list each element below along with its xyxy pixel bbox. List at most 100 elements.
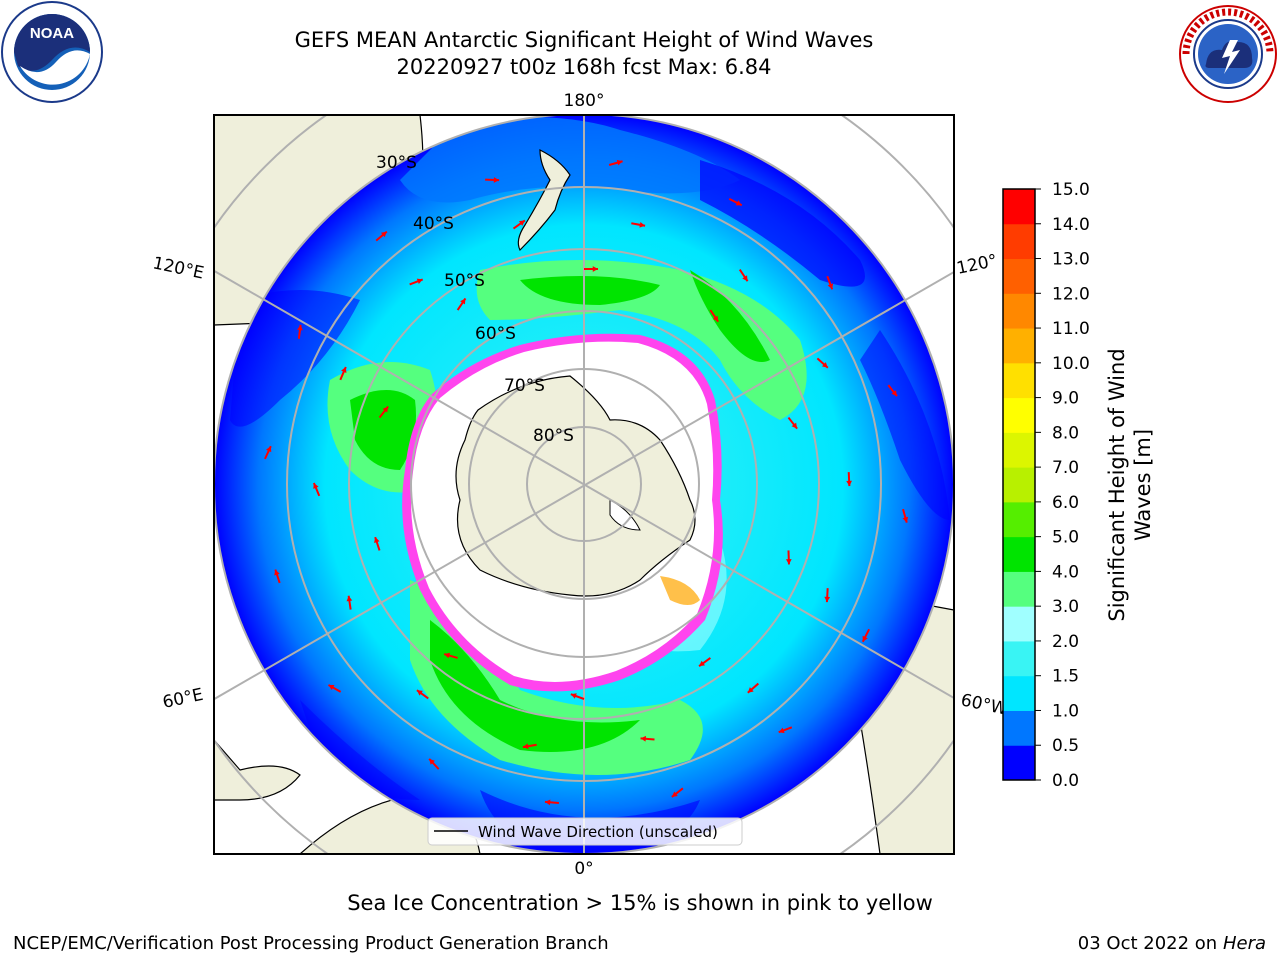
wind-arrow-head — [592, 266, 598, 272]
footer-date-text: 03 Oct 2022 on — [1077, 933, 1223, 954]
map-frame — [213, 114, 955, 855]
lon-label-60e: 60°E — [161, 685, 205, 713]
colorbar-tick-label: 4.0 — [1052, 562, 1079, 582]
lat-label-70s: 70°S — [504, 376, 545, 396]
colorbar-segment — [1003, 571, 1035, 607]
wind-arrow-head — [791, 422, 798, 429]
colorbar-tick-label: 13.0 — [1052, 250, 1090, 270]
colorbar-segment — [1003, 640, 1035, 677]
colorbar-segment — [1003, 501, 1035, 538]
wind-arrow-head — [374, 537, 380, 544]
footer-system: Hera — [1222, 933, 1266, 954]
wind-arrow-head — [380, 231, 387, 238]
chart-subtitle: 20220927 t00z 168h fcst Max: 6.84 — [396, 55, 772, 79]
graticule — [214, 115, 954, 854]
noaa-logo-text: NOAA — [30, 25, 74, 42]
colorbar-segment — [1003, 710, 1035, 746]
lat-label-80s: 80°S — [533, 426, 574, 446]
wind-arrow-head — [341, 366, 347, 373]
colorbar-segment — [1003, 536, 1035, 572]
wind-wave-arrows — [264, 159, 909, 806]
chart-title: GEFS MEAN Antarctic Significant Height o… — [294, 28, 874, 52]
lat-label-50s: 50°S — [444, 271, 485, 291]
colorbar-segment — [1003, 189, 1035, 225]
colorbar-segment — [1003, 293, 1035, 329]
land-new-zealand — [517, 149, 571, 252]
colorbar-tick-label: 1.0 — [1052, 701, 1079, 721]
wind-arrow-head — [274, 569, 280, 576]
lon-label-60w: 60°W — [959, 690, 1009, 719]
wind-arrow-head — [821, 362, 828, 368]
wind-arrow-head — [297, 324, 303, 331]
colorbar-tick-label: 11.0 — [1052, 319, 1090, 339]
colorbar-tick-label: 14.0 — [1052, 215, 1090, 235]
lat-label-30s: 30°S — [376, 153, 417, 173]
colorbar-tick-label: 0.5 — [1052, 736, 1079, 756]
colorbar-tick-label: 3.0 — [1052, 597, 1079, 617]
colorbar-segment — [1003, 328, 1035, 364]
colorbar-tick-label: 2.0 — [1052, 632, 1079, 652]
wind-arrow-head — [640, 735, 647, 742]
colorbar-segment — [1003, 606, 1035, 642]
colorbar-segment — [1003, 467, 1035, 503]
colorbar-tick-label: 10.0 — [1052, 354, 1090, 374]
colorbar-segment — [1003, 223, 1035, 260]
wind-arrow-head — [313, 482, 319, 489]
colorbar-frame — [1002, 188, 1036, 781]
wind-arrow-head — [639, 221, 646, 228]
wind-arrow-head — [444, 652, 451, 659]
colorbar-title-line2: Waves [m] — [1131, 429, 1155, 541]
lon-label-120w: 120° — [955, 251, 999, 279]
colorbar: 0.0 0.5 1.0 1.5 2.0 3.0 4.0 5.0 6.0 7.0 8.0 9.0 10.0… — [1002, 180, 1090, 791]
wind-arrow-head — [671, 791, 678, 797]
wind-arrow-head — [518, 220, 525, 226]
wind-arrow-head — [265, 446, 272, 453]
lat-label-60s: 60°S — [475, 324, 516, 344]
colorbar-tick-label: 9.0 — [1052, 389, 1079, 409]
wind-arrow-head — [346, 595, 353, 602]
colorbar-tick-label: 12.0 — [1052, 284, 1090, 304]
footer-date: 03 Oct 2022 on Hera — [1078, 933, 1266, 954]
wind-arrow-head — [747, 687, 754, 693]
wind-arrow-head — [416, 690, 423, 696]
sea-ice-caption: Sea Ice Concentration > 15% is shown in … — [347, 891, 933, 915]
wind-arrow-head — [616, 159, 623, 166]
lon-label-0: 0° — [574, 859, 593, 879]
nws-logo — [1179, 5, 1277, 103]
colorbar-segment — [1003, 745, 1035, 781]
wind-arrow-head — [416, 278, 423, 284]
wind-arrow-head — [862, 635, 868, 642]
colorbar-tick-label: 0.0 — [1052, 771, 1079, 791]
land-antarctica — [455, 375, 696, 597]
colorbar-segment — [1003, 432, 1035, 468]
lat-label-40s: 40°S — [413, 214, 454, 234]
wind-arrow-head — [827, 283, 834, 290]
colorbar-tick-label: 5.0 — [1052, 528, 1079, 548]
noaa-logo: NOAA — [1, 1, 103, 103]
colorbar-tick-label: 15.0 — [1052, 180, 1090, 200]
colorbar-segment — [1003, 258, 1035, 294]
colorbar-title-line1: Significant Height of Wind — [1105, 348, 1129, 621]
lon-label-120e: 120°E — [151, 253, 206, 283]
wind-arrow-head — [846, 480, 852, 487]
land-madagascar — [214, 739, 301, 801]
wind-arrow-head — [778, 727, 785, 734]
wind-arrow-head — [328, 684, 335, 691]
wind-arrow-head — [429, 758, 435, 765]
wind-arrow-head — [824, 596, 831, 603]
legend-label: Wind Wave Direction (unscaled) — [478, 823, 718, 841]
lon-label-180: 180° — [564, 91, 605, 111]
wind-arrow-head — [544, 799, 551, 806]
colorbar-segment — [1003, 397, 1035, 433]
wind-arrow-head — [742, 275, 748, 282]
wind-arrow-head — [382, 406, 389, 413]
wind-arrow-head — [522, 743, 529, 750]
colorbar-tick-label: 6.0 — [1052, 493, 1079, 513]
wind-arrow-head — [570, 693, 577, 699]
colorbar-tick-label: 1.5 — [1052, 667, 1079, 687]
wind-arrow-head — [460, 298, 466, 305]
wind-arrow-head — [785, 559, 792, 565]
wind-arrow-head — [712, 315, 719, 322]
colorbar-tick-label: 7.0 — [1052, 458, 1079, 478]
